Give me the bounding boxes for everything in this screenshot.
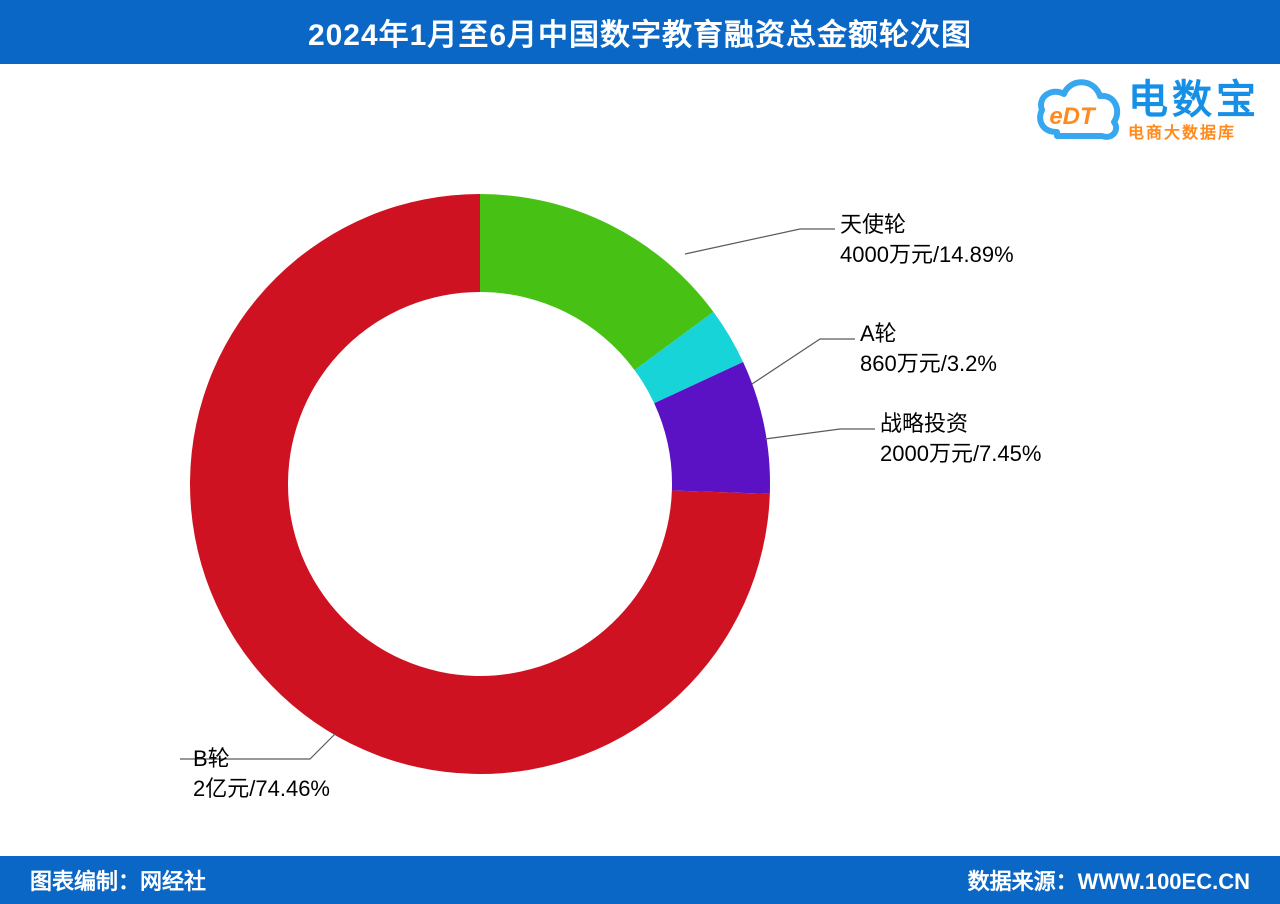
slice-label-value: 2亿元/74.46%: [193, 774, 330, 804]
footer-right: 数据来源：WWW.100EC.CN: [968, 864, 1250, 896]
leader-line: [752, 339, 855, 384]
slice-label: B轮2亿元/74.46%: [193, 744, 330, 803]
donut-chart: [0, 64, 1280, 856]
slice-label-name: A轮: [860, 319, 997, 349]
logo-main-text: 电数宝: [1128, 80, 1260, 120]
footer-bar: 图表编制：网经社 数据来源：WWW.100EC.CN: [0, 856, 1280, 904]
chart-area: eDT 电数宝 电商大数据库 天使轮4000万元/14.89% A轮860万元/3…: [0, 64, 1280, 856]
svg-text:eDT: eDT: [1049, 103, 1097, 130]
chart-title: 2024年1月至6月中国数字教育融资总金额轮次图: [308, 10, 972, 54]
header-bar: 2024年1月至6月中国数字教育融资总金额轮次图: [0, 0, 1280, 64]
slice-label-name: 战略投资: [880, 409, 1041, 439]
slice-label: 天使轮4000万元/14.89%: [840, 210, 1014, 269]
brand-logo: eDT 电数宝 电商大数据库: [1032, 72, 1260, 152]
leader-line: [685, 229, 835, 254]
slice-label-name: 天使轮: [840, 210, 1014, 240]
cloud-icon: eDT: [1032, 72, 1122, 152]
slice-label: 战略投资2000万元/7.45%: [880, 409, 1041, 468]
leader-line: [765, 429, 875, 439]
slice-label-name: B轮: [193, 744, 330, 774]
slice-label-value: 860万元/3.2%: [860, 349, 997, 379]
slice-label: A轮860万元/3.2%: [860, 319, 997, 378]
logo-sub-text: 电商大数据库: [1128, 124, 1260, 143]
footer-left: 图表编制：网经社: [30, 864, 206, 896]
slice-label-value: 4000万元/14.89%: [840, 240, 1014, 270]
slice-label-value: 2000万元/7.45%: [880, 439, 1041, 469]
